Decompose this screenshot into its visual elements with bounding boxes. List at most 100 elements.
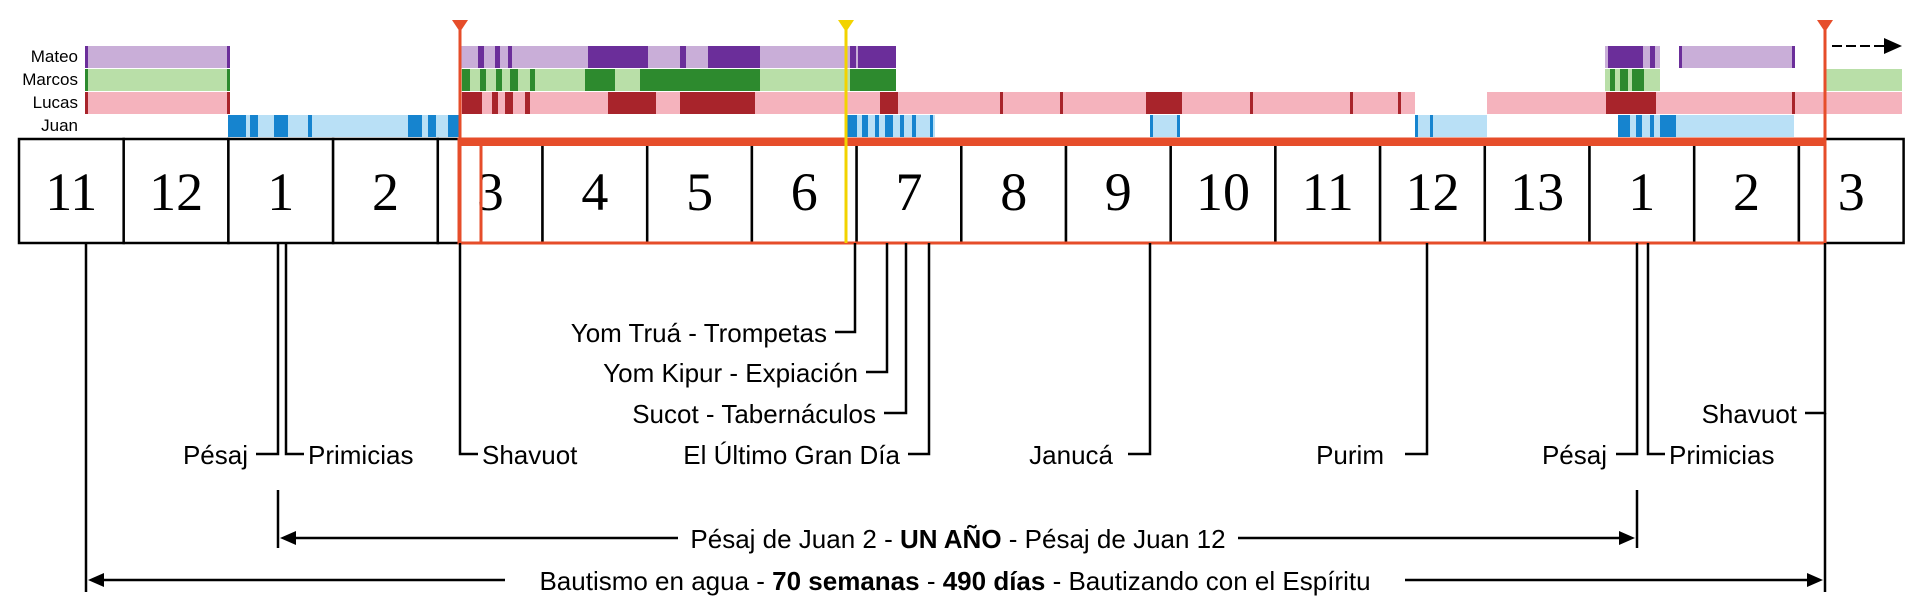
month-box [1378, 137, 1487, 245]
band-juan-dense [845, 115, 857, 137]
band-juan-dense [1177, 115, 1180, 137]
month-number: 8 [1000, 162, 1027, 222]
band-marcos-dense [530, 69, 535, 91]
span-text-bold: 490 días [943, 566, 1046, 596]
band-juan-dense [250, 115, 258, 137]
month-box [122, 137, 230, 245]
leader-purim [1405, 243, 1429, 456]
span-arrowheads [88, 531, 1823, 587]
band-mateo-dense [85, 46, 88, 68]
festival-leaders [256, 243, 1827, 456]
band-lucas [85, 92, 230, 114]
band-juan-dense [1415, 115, 1418, 137]
gospel-labels: Mateo Marcos Lucas Juan [22, 47, 78, 135]
span-label-one-year: Pésaj de Juan 2 - UN AÑO - Pésaj de Juan… [690, 524, 1225, 554]
month-box [1692, 137, 1801, 245]
band-lucas [460, 92, 1415, 114]
leader-yom-trua [835, 243, 857, 334]
band-juan [1150, 115, 1180, 137]
leader-shavuot-2 [1805, 243, 1827, 415]
band-lucas-dense [880, 92, 898, 114]
band-row-marcos-dark [85, 69, 1644, 91]
band-lucas-dense [1250, 92, 1253, 114]
band-juan-dense [1430, 115, 1433, 137]
band-juan-dense [274, 115, 288, 137]
month-box [1797, 137, 1905, 245]
band-juan-dense [930, 115, 933, 137]
month-number: 12 [149, 162, 203, 222]
marker-flag-red-end-icon [1817, 20, 1833, 32]
band-juan [1415, 115, 1487, 137]
band-juan-dense [900, 115, 904, 137]
band-marcos-dense [227, 69, 230, 91]
band-juan-dense [1636, 115, 1642, 137]
band-lucas-dense [1146, 92, 1182, 114]
band-lucas-dense [680, 92, 755, 114]
band-mateo-dense [508, 46, 512, 68]
band-marcos [1825, 69, 1902, 91]
span-text-bold: UN AÑO [900, 524, 1002, 554]
band-juan [228, 115, 460, 137]
band-marcos-dense [510, 69, 518, 91]
festival-label-yom-trua: Yom Truá - Trompetas [571, 318, 827, 348]
festival-labels: Pésaj Primicias Shavuot Yom Truá - Tromp… [183, 318, 1798, 470]
span-text: - [920, 566, 943, 596]
band-marcos-dense [85, 69, 88, 91]
leader-januca [1128, 243, 1152, 456]
festival-label-shavuot: Shavuot [482, 440, 578, 470]
festival-label-pesaj: Pésaj [183, 440, 248, 470]
leader-sucot [884, 243, 908, 415]
band-mateo-dense [588, 46, 648, 68]
band-row-juan [228, 115, 1794, 137]
band-juan-dense [885, 115, 893, 137]
span-text: - Pésaj de Juan 12 [1002, 524, 1226, 554]
span-label-seventy-weeks: Bautismo en agua - 70 semanas - 490 días… [539, 566, 1370, 596]
arrow-right-icon [1807, 573, 1823, 587]
band-mateo-dense [495, 46, 500, 68]
leader-primicias-1 [284, 243, 304, 456]
leader-primicias-2 [1646, 243, 1665, 456]
band-juan-dense [862, 115, 868, 137]
band-lucas-dense [492, 92, 498, 114]
gospel-label-juan: Juan [41, 116, 78, 135]
marker-flag-yellow-icon [838, 20, 854, 32]
band-lucas-dense [85, 92, 88, 114]
month-box [17, 137, 125, 245]
band-lucas-dense [608, 92, 656, 114]
arrow-right-icon [1619, 531, 1635, 545]
month-number: 11 [1302, 162, 1354, 222]
band-marcos-dense [1620, 69, 1628, 91]
band-juan-dense [1150, 115, 1153, 137]
band-lucas-dense [1060, 92, 1063, 114]
festival-label-purim: Purim [1316, 440, 1384, 470]
band-juan-dense [1660, 115, 1676, 137]
band-juan-dense [408, 115, 422, 137]
span-text: Pésaj de Juan 2 - [690, 524, 900, 554]
month-number: 2 [1733, 162, 1760, 222]
band-juan-dense [1618, 115, 1630, 137]
month-number: 1 [267, 162, 294, 222]
band-marcos-dense [680, 69, 760, 91]
arrow-left-icon [280, 531, 296, 545]
month-box [331, 137, 440, 245]
band-lucas [1487, 92, 1902, 114]
markers [452, 20, 1902, 243]
band-mateo [1680, 46, 1795, 68]
band-mateo-dense [850, 46, 856, 68]
festival-label-ultimo-gran-dia: El Último Gran Día [683, 440, 900, 470]
span-text: Bautismo en agua - [539, 566, 772, 596]
month-number: 6 [791, 162, 818, 222]
span-arrows [84, 243, 1827, 592]
band-lucas-dense [505, 92, 513, 114]
band-mateo-dense [227, 46, 230, 68]
band-lucas-dense [1000, 92, 1003, 114]
leader-pesaj-1 [256, 243, 280, 456]
band-row-marcos [85, 69, 1902, 91]
gospel-bands [85, 46, 1902, 137]
span-text: - Bautizando con el Espíritu [1045, 566, 1370, 596]
band-marcos-dense [1632, 69, 1644, 91]
band-row-mateo [85, 46, 1795, 68]
festival-label-shavuot: Shavuot [1702, 399, 1798, 429]
band-marcos-dense [1610, 69, 1615, 91]
